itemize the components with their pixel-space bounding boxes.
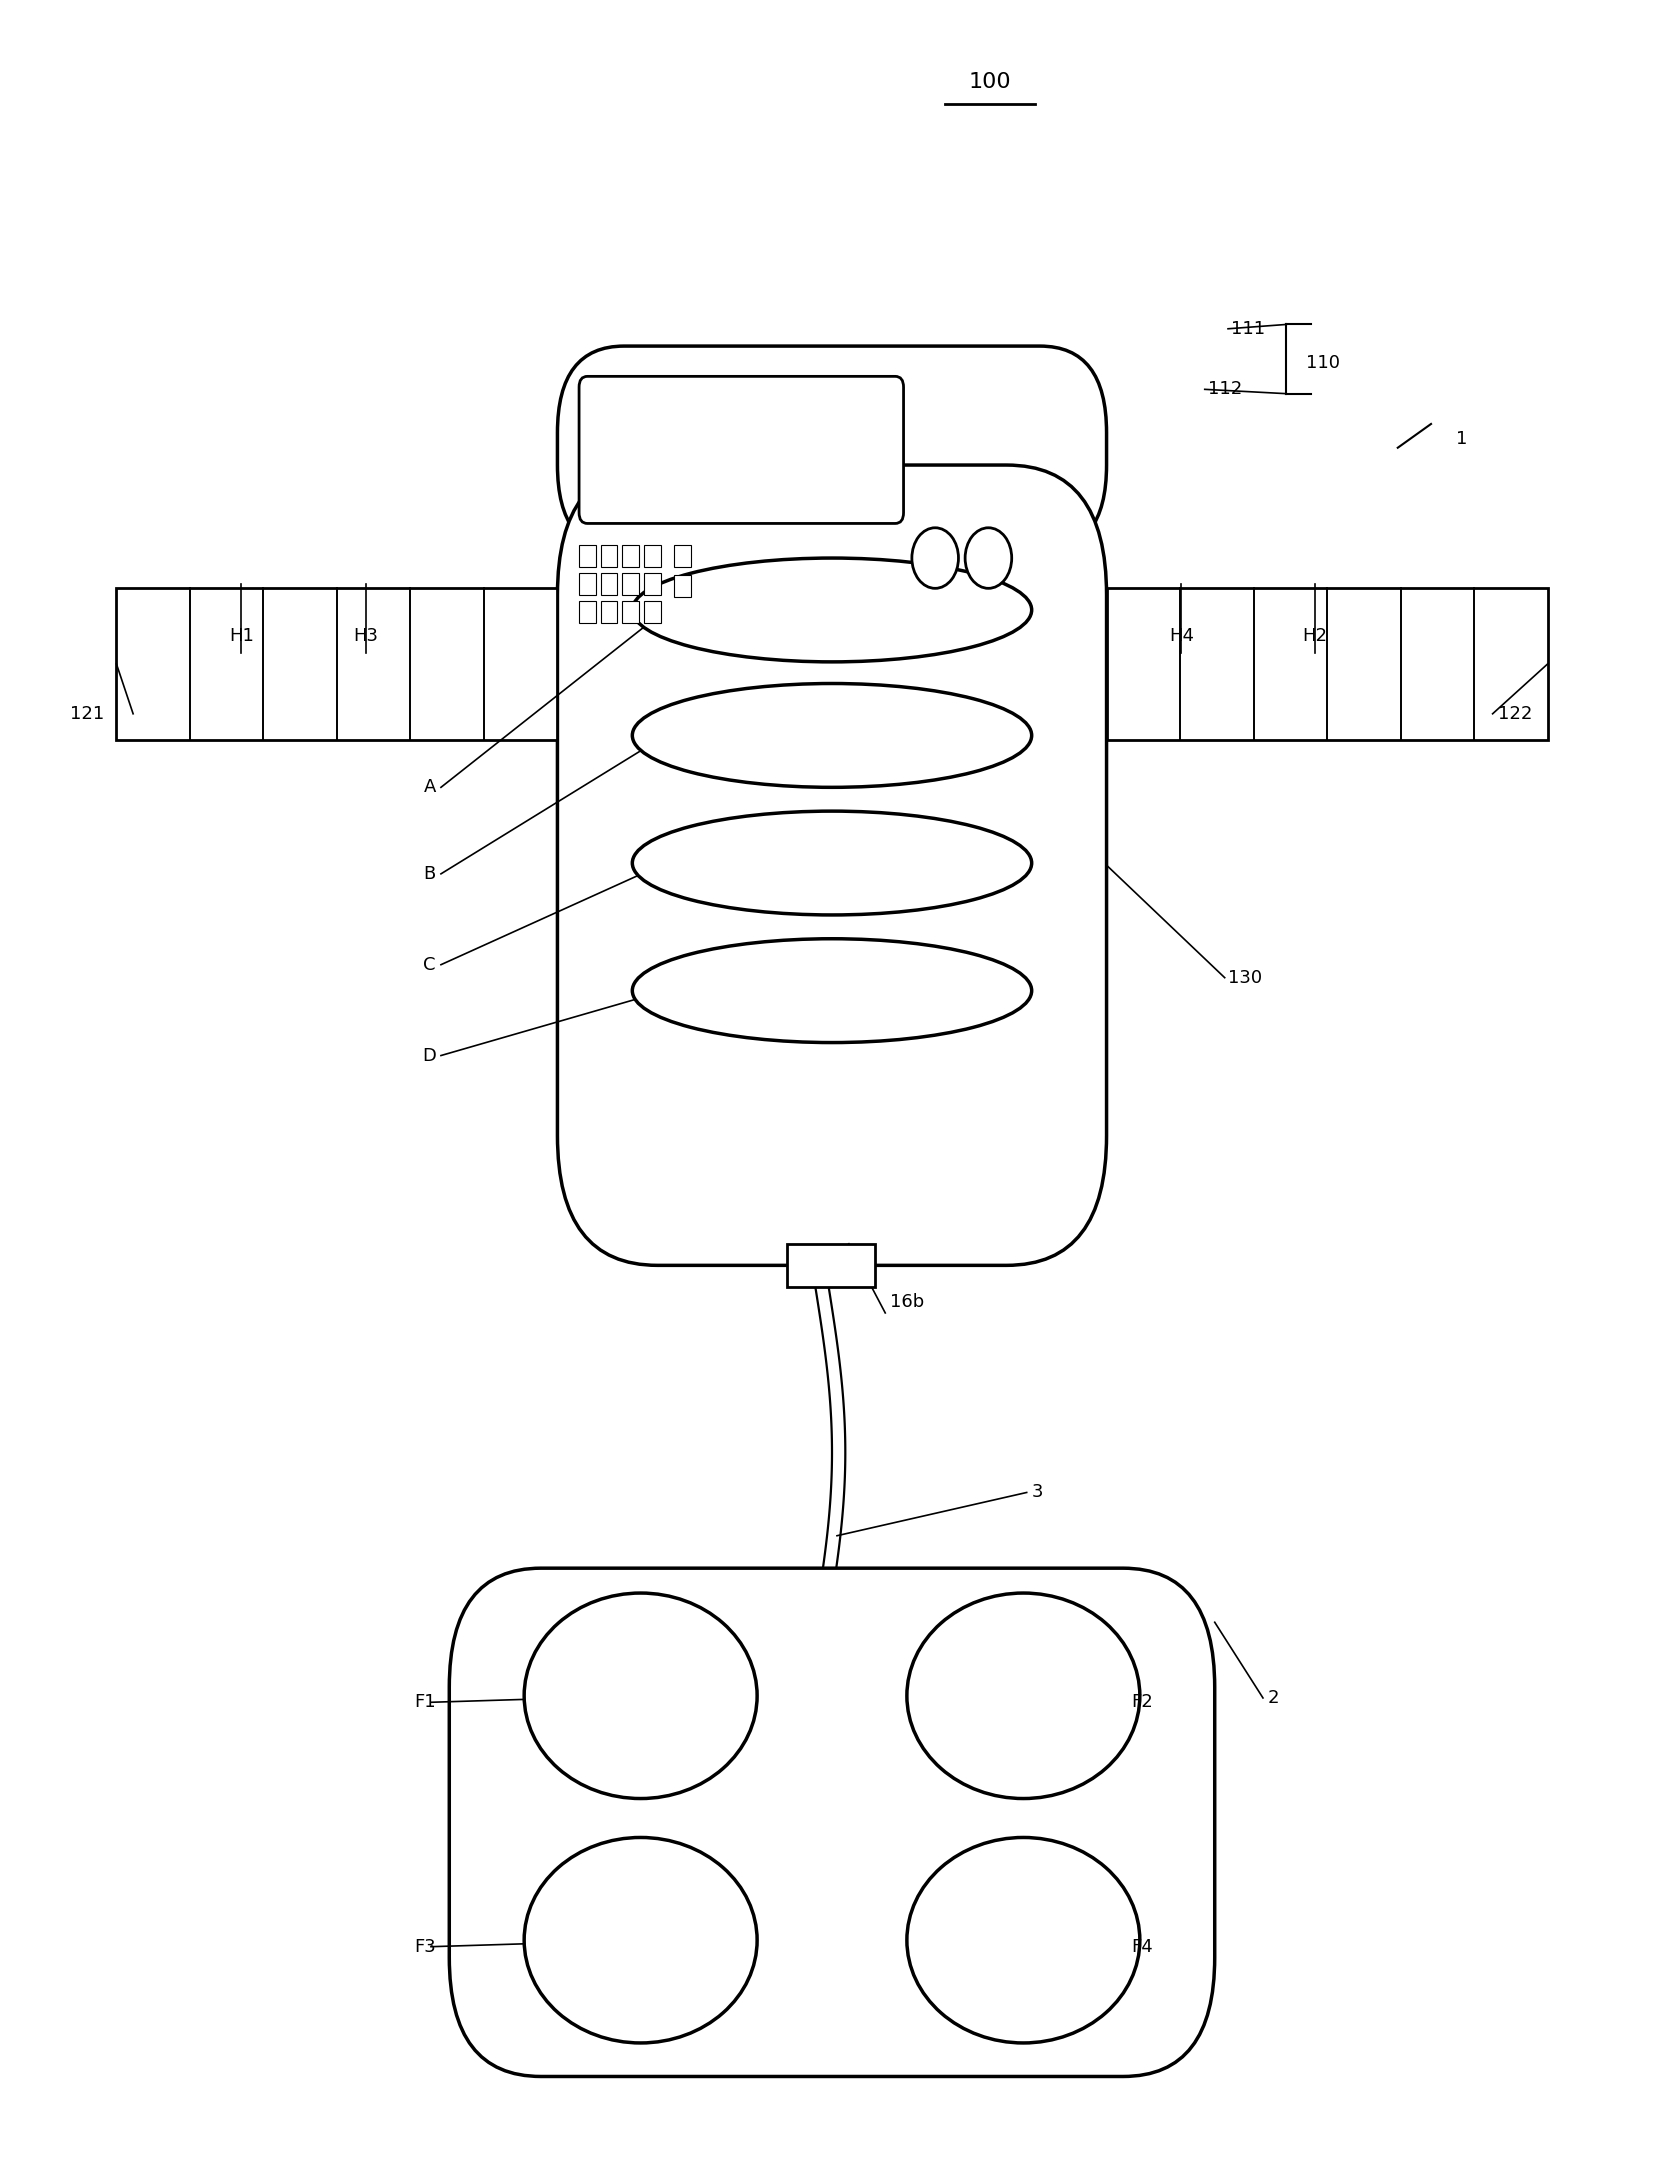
- Text: F4: F4: [1132, 1938, 1153, 1955]
- Bar: [644, 601, 661, 623]
- Ellipse shape: [632, 558, 1032, 662]
- Text: D: D: [423, 1047, 436, 1064]
- Bar: [644, 545, 661, 567]
- Bar: [601, 545, 617, 567]
- Text: C: C: [423, 956, 436, 973]
- Bar: [622, 545, 639, 567]
- Ellipse shape: [524, 1839, 757, 2042]
- FancyBboxPatch shape: [557, 346, 1107, 552]
- Text: H2: H2: [1301, 627, 1328, 645]
- Text: 2: 2: [1268, 1689, 1280, 1707]
- Bar: [674, 575, 691, 597]
- Text: H1: H1: [230, 627, 253, 645]
- Ellipse shape: [907, 1839, 1140, 2042]
- Bar: [787, 1244, 875, 1287]
- Bar: [601, 573, 617, 595]
- Bar: [601, 601, 617, 623]
- Bar: [1107, 588, 1548, 740]
- Text: F1: F1: [414, 1694, 436, 1711]
- Circle shape: [912, 528, 958, 588]
- Bar: [622, 601, 639, 623]
- Text: H3: H3: [353, 627, 379, 645]
- Text: 111: 111: [1231, 320, 1266, 337]
- Text: 100: 100: [968, 71, 1012, 93]
- Text: 112: 112: [1208, 381, 1243, 398]
- Text: F2: F2: [1132, 1694, 1153, 1711]
- Ellipse shape: [632, 684, 1032, 787]
- Bar: [579, 545, 596, 567]
- Text: F3: F3: [414, 1938, 436, 1955]
- FancyBboxPatch shape: [557, 465, 1107, 1265]
- Ellipse shape: [632, 811, 1032, 915]
- Ellipse shape: [524, 1592, 757, 1800]
- Text: B: B: [424, 865, 436, 883]
- Ellipse shape: [907, 1592, 1140, 1800]
- Text: 110: 110: [1306, 355, 1340, 372]
- Bar: [622, 573, 639, 595]
- Text: A: A: [424, 779, 436, 796]
- Ellipse shape: [632, 939, 1032, 1043]
- FancyBboxPatch shape: [449, 1568, 1215, 2076]
- Text: 130: 130: [1228, 969, 1263, 986]
- Text: 16b: 16b: [890, 1293, 925, 1311]
- Bar: [116, 588, 557, 740]
- Text: 1: 1: [1456, 430, 1468, 448]
- FancyBboxPatch shape: [579, 376, 904, 523]
- Text: 121: 121: [70, 705, 105, 722]
- Text: H4: H4: [1168, 627, 1195, 645]
- Text: 122: 122: [1498, 705, 1533, 722]
- Bar: [579, 601, 596, 623]
- Bar: [579, 573, 596, 595]
- Bar: [674, 545, 691, 567]
- Bar: [644, 573, 661, 595]
- Text: 3: 3: [1032, 1484, 1043, 1501]
- Circle shape: [965, 528, 1012, 588]
